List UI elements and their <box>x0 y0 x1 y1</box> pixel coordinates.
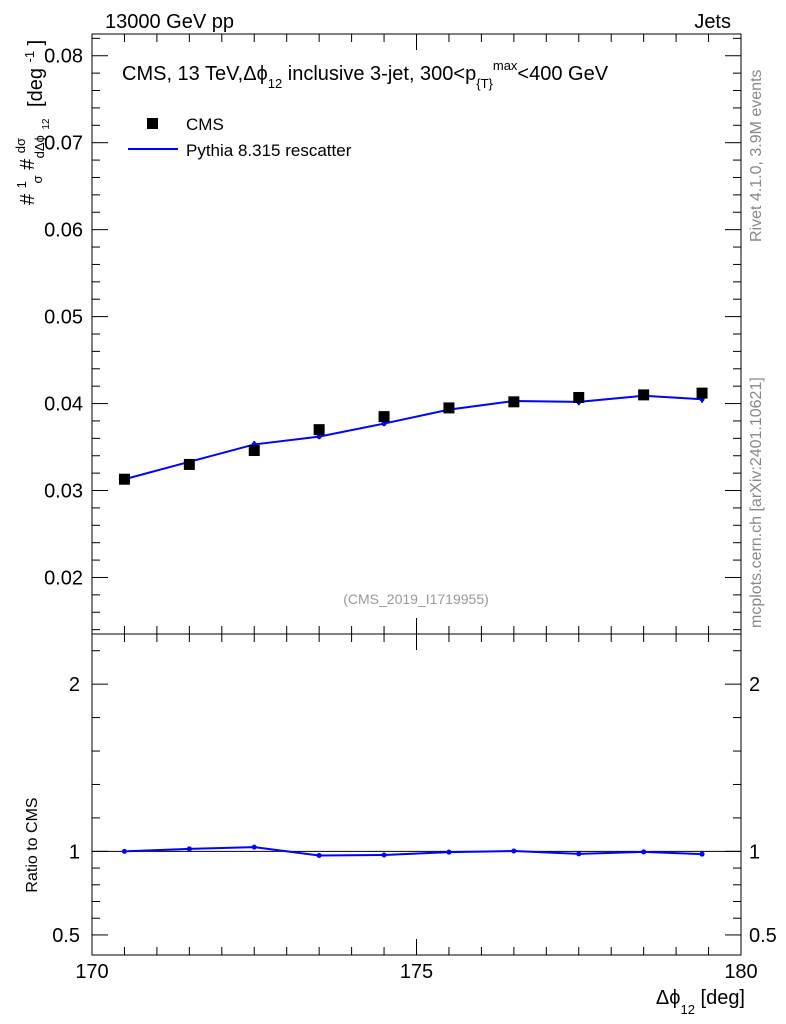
ratio-y-tick-label-right: 0.5 <box>749 925 777 947</box>
main-plot-layer: 0.02 0.03 0.04 0.05 0.06 0.07 0.08 <box>44 34 742 634</box>
ylabel-hash2: # <box>17 158 39 170</box>
mc-point <box>381 421 387 427</box>
ratio-point <box>576 851 582 857</box>
ratio-point <box>251 844 257 850</box>
legend-mc-label: Pythia 8.315 rescatter <box>186 141 352 160</box>
x-tick-label: 180 <box>724 961 757 983</box>
svg-text:# 1 σ #: # 1 σ # dσ dΔϕ 12 [deg -1 ] <box>8 40 54 205</box>
legend-cms-marker <box>147 118 158 129</box>
ratio-point <box>641 849 647 855</box>
xlabel: Δϕ12 [deg] <box>656 987 745 1017</box>
ylabel-unit-close: ] <box>25 40 47 46</box>
plot-title-dphi-sub: 12 <box>268 76 282 91</box>
ratio-panel-frame <box>91 633 742 956</box>
mcplots-label: mcplots.cern.ch [arXiv:2401.10621] <box>748 377 765 628</box>
plot-title-dphi: Δϕ <box>243 63 268 85</box>
cms-data-point <box>696 387 708 399</box>
xlabel-unit: [deg] <box>695 987 745 1009</box>
cms-data-point <box>443 402 455 414</box>
ratio-y-tick-label: 2 <box>69 674 80 696</box>
cms-data-point <box>638 389 650 401</box>
y-tick-label: 0.06 <box>44 220 83 242</box>
header-right: Jets <box>694 11 731 33</box>
ratio-ylabel: Ratio to CMS <box>24 797 41 892</box>
plot-title-middle: inclusive 3-jet, 300<p <box>282 63 476 85</box>
cms-data-point <box>378 411 390 423</box>
ratio-point <box>186 846 192 852</box>
y-tick-label: 0.08 <box>44 46 83 68</box>
cms-data-point <box>313 424 325 436</box>
ylabel-dsigma: dσ <box>13 138 28 153</box>
cms-data-point <box>183 458 195 470</box>
plot-title-pt-sub: {T} <box>476 76 493 91</box>
mc-point <box>316 434 322 440</box>
cms-data-point <box>248 445 260 457</box>
header-left: 13000 GeV pp <box>105 11 234 33</box>
ratio-y-tick-label: 1 <box>69 841 80 863</box>
x-tick-label: 170 <box>75 961 108 983</box>
y-tick-label: 0.04 <box>44 394 83 416</box>
ylabel-denom-sub: 12 <box>41 118 52 130</box>
plot-title-prefix: CMS, 13 TeV, <box>122 63 243 85</box>
plot-title-pt-sup: max <box>493 58 518 73</box>
y-tick-label: 0.02 <box>44 567 83 589</box>
mc-series-line <box>124 394 703 481</box>
ratio-plot-layer: 170 175 180 0.5 0.5 1 1 2 2 <box>52 634 777 983</box>
y-tick-label: 0.07 <box>44 133 83 155</box>
ratio-point <box>381 852 387 858</box>
ylabel-one: 1 <box>14 181 29 188</box>
xlabel-sub: 12 <box>680 1002 694 1017</box>
legend: CMS Pythia 8.315 rescatter <box>128 115 352 160</box>
ratio-y-tick-label-right: 1 <box>749 841 760 863</box>
main-ylabel: # 1 σ # dσ dΔϕ 12 [deg -1 ] <box>8 40 54 205</box>
y-tick-label: 0.05 <box>44 307 83 329</box>
cms-data-point <box>508 396 520 408</box>
ratio-y-tick-label: 0.5 <box>52 925 80 947</box>
rivet-label: Rivet 4.1.0, 3.9M events <box>748 69 765 242</box>
plot-title-suffix: <400 GeV <box>517 63 608 85</box>
cms-data-point <box>573 391 585 403</box>
ratio-point <box>316 853 322 859</box>
ylabel-unit-sup: -1 <box>22 51 37 63</box>
ylabel-sigma: σ <box>30 175 45 183</box>
ratio-point <box>121 848 127 854</box>
ylabel-hash1: # <box>17 193 39 205</box>
cms-data-point <box>118 473 130 485</box>
analysis-id: (CMS_2019_I1719955) <box>343 591 489 607</box>
ylabel-unit: [deg <box>25 68 47 107</box>
ylabel-denom: dΔϕ <box>32 135 47 158</box>
legend-cms-label: CMS <box>186 115 224 134</box>
ratio-series-line <box>124 846 703 857</box>
plot-title: CMS, 13 TeV,Δϕ12 inclusive 3-jet, 300<p{… <box>122 58 609 91</box>
xlabel-dphi: Δϕ <box>656 987 681 1009</box>
ratio-point <box>511 848 517 854</box>
ratio-y-tick-label-right: 2 <box>749 674 760 696</box>
x-tick-label: 175 <box>400 961 433 983</box>
ratio-point <box>699 851 705 857</box>
ratio-point <box>446 849 452 855</box>
y-tick-label: 0.03 <box>44 481 83 503</box>
